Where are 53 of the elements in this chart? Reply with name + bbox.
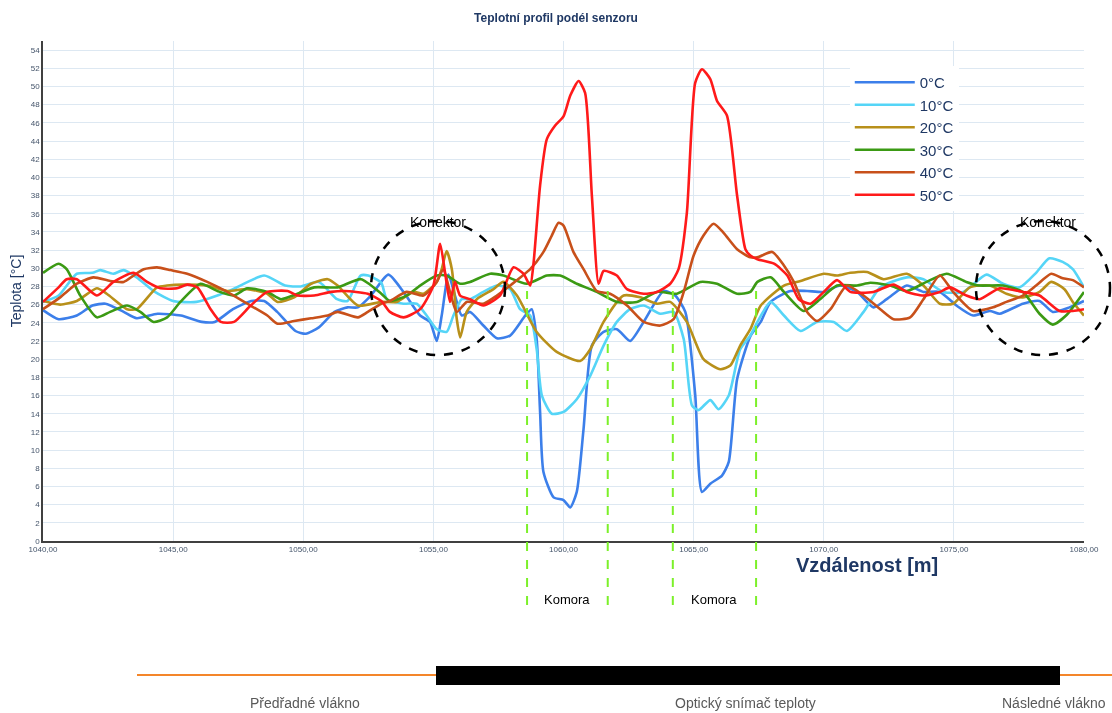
y-tick-label: 8 — [35, 464, 41, 474]
y-tick-label: 2 — [35, 518, 41, 528]
y-tick-label: 28 — [30, 282, 41, 292]
annotation: Konektor — [410, 214, 467, 230]
y-axis-title: Teplota [°C] — [7, 254, 24, 328]
y-tick-label: 24 — [30, 318, 41, 328]
y-tick-label: 32 — [30, 245, 41, 255]
x-tick-label: 1050,00 — [288, 545, 319, 555]
y-tick-label: 44 — [30, 136, 41, 146]
legend-label: 50°C — [919, 186, 954, 204]
y-tick-label: 12 — [30, 427, 41, 437]
y-tick-label: 50 — [30, 82, 41, 92]
line-series — [43, 67, 1084, 324]
y-tick-label: 52 — [30, 64, 41, 74]
y-tick-label: 48 — [30, 100, 41, 110]
x-axis-title: Vzdálenost [m] — [796, 554, 939, 576]
text: Komora — [544, 592, 591, 607]
y-tick-label: 34 — [30, 227, 41, 237]
y-tick-label: 10 — [30, 445, 41, 455]
x-tick-label: 1075,00 — [939, 545, 969, 555]
x-tick-label: 1065,00 — [679, 545, 709, 555]
x-tick-label: 1060,00 — [549, 545, 579, 555]
y-tick-label: 36 — [30, 209, 41, 219]
x-tick-label: 1080,00 — [1069, 545, 1100, 555]
x-tick-label: 1045,00 — [158, 545, 189, 555]
legend-label: 30°C — [919, 141, 954, 159]
y-tick-label: 54 — [30, 45, 41, 55]
y-tick-label: 0 — [35, 536, 41, 546]
legend-label: 20°C — [919, 119, 954, 137]
y-tick-label: 14 — [30, 409, 41, 419]
text: Následné vlákno — [1002, 695, 1106, 711]
y-tick-label: 46 — [30, 118, 41, 128]
text: Komora — [691, 592, 738, 607]
y-tick-label: 22 — [30, 336, 41, 346]
y-tick-label: 42 — [30, 154, 41, 164]
y-tick-label: 16 — [30, 391, 41, 401]
text: Optický snímač teploty — [675, 695, 816, 711]
y-tick-label: 38 — [30, 191, 41, 201]
legend-label: 0°C — [919, 74, 946, 92]
x-tick-label: 1040,00 — [28, 545, 59, 555]
y-tick-label: 6 — [35, 482, 41, 492]
y-tick-label: 40 — [30, 173, 41, 183]
x-tick-label: 1070,00 — [809, 545, 839, 555]
y-tick-label: 20 — [30, 354, 41, 364]
legend-label: 10°C — [919, 96, 954, 114]
chart-title: Teplotní profil podél senzoru — [474, 11, 638, 26]
y-tick-label: 18 — [30, 373, 41, 383]
y-tick-label: 26 — [30, 300, 41, 310]
y-tick-label: 30 — [30, 264, 41, 274]
x-tick-label: 1055,00 — [418, 545, 449, 555]
text: Předřadné vlákno — [250, 695, 360, 711]
y-tick-label: 4 — [35, 500, 41, 510]
legend-label: 40°C — [919, 164, 954, 182]
